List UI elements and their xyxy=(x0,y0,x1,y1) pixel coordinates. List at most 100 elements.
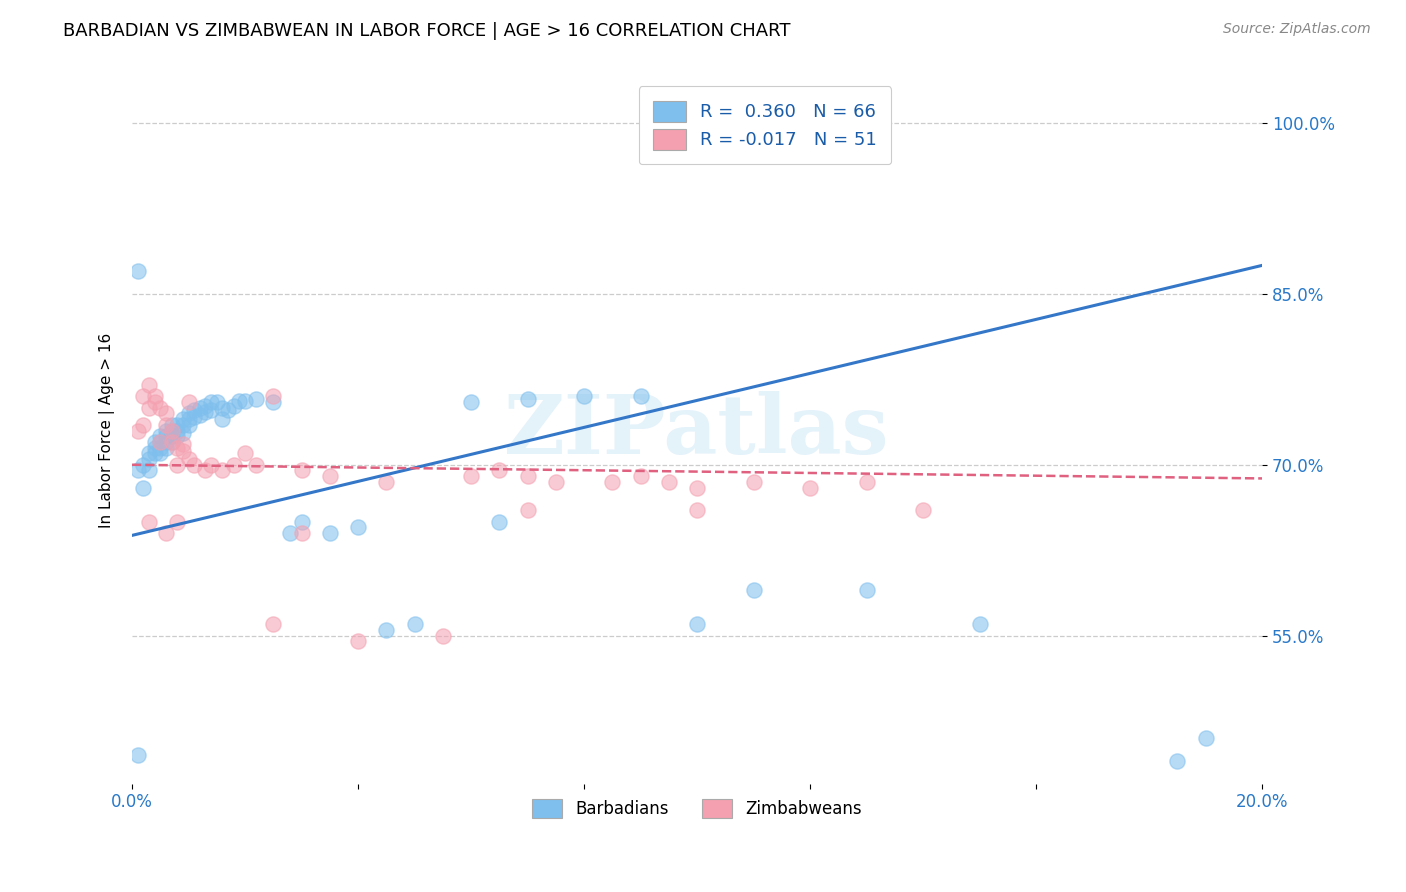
Point xyxy=(127,264,149,278)
Point xyxy=(143,434,166,449)
Point xyxy=(160,434,183,449)
Point xyxy=(278,526,301,541)
Point xyxy=(155,441,177,455)
Point xyxy=(166,429,188,443)
Point xyxy=(194,399,217,413)
Point xyxy=(262,395,284,409)
Point xyxy=(262,617,284,632)
Point xyxy=(177,417,200,432)
Point xyxy=(160,417,183,432)
Point xyxy=(211,412,233,426)
Point xyxy=(138,378,160,392)
Point xyxy=(245,458,267,472)
Text: ZIPatlas: ZIPatlas xyxy=(505,391,890,471)
Point xyxy=(155,417,177,432)
Point xyxy=(127,463,149,477)
Point xyxy=(143,389,166,403)
Point xyxy=(143,441,166,455)
Point xyxy=(245,392,267,406)
Point xyxy=(166,417,188,432)
Point xyxy=(516,503,538,517)
Point xyxy=(290,515,312,529)
Point xyxy=(600,475,623,489)
Point xyxy=(516,392,538,406)
Point xyxy=(132,458,155,472)
Point xyxy=(516,469,538,483)
Point xyxy=(188,401,211,415)
Text: Source: ZipAtlas.com: Source: ZipAtlas.com xyxy=(1223,22,1371,37)
Point xyxy=(143,395,166,409)
Point xyxy=(1194,731,1216,746)
Point xyxy=(488,463,510,477)
Point xyxy=(432,629,454,643)
Point xyxy=(160,429,183,443)
Point xyxy=(172,444,194,458)
Point xyxy=(290,463,312,477)
Y-axis label: In Labor Force | Age > 16: In Labor Force | Age > 16 xyxy=(100,333,115,528)
Point xyxy=(658,475,681,489)
Point xyxy=(855,475,877,489)
Point xyxy=(686,481,709,495)
Point xyxy=(183,458,205,472)
Point xyxy=(132,481,155,495)
Point xyxy=(211,463,233,477)
Point xyxy=(911,503,934,517)
Point xyxy=(200,403,222,417)
Point xyxy=(138,463,160,477)
Point xyxy=(155,424,177,438)
Point xyxy=(149,446,172,460)
Text: BARBADIAN VS ZIMBABWEAN IN LABOR FORCE | AGE > 16 CORRELATION CHART: BARBADIAN VS ZIMBABWEAN IN LABOR FORCE |… xyxy=(63,22,790,40)
Point xyxy=(1166,754,1188,768)
Point xyxy=(200,395,222,409)
Point xyxy=(177,452,200,467)
Point xyxy=(686,503,709,517)
Point xyxy=(138,515,160,529)
Point xyxy=(630,469,652,483)
Point xyxy=(166,515,188,529)
Point xyxy=(194,405,217,419)
Point xyxy=(544,475,567,489)
Point xyxy=(127,424,149,438)
Point xyxy=(233,446,256,460)
Point xyxy=(166,441,188,455)
Point xyxy=(177,412,200,426)
Point xyxy=(375,475,398,489)
Point xyxy=(160,424,183,438)
Point xyxy=(172,417,194,432)
Point xyxy=(799,481,821,495)
Point xyxy=(347,634,370,648)
Point xyxy=(149,434,172,449)
Legend: Barbadians, Zimbabweans: Barbadians, Zimbabweans xyxy=(526,792,869,825)
Point xyxy=(488,515,510,529)
Point xyxy=(460,395,482,409)
Point xyxy=(132,417,155,432)
Point xyxy=(290,526,312,541)
Point xyxy=(217,403,239,417)
Point xyxy=(630,389,652,403)
Point xyxy=(149,401,172,415)
Point xyxy=(347,520,370,534)
Point xyxy=(149,429,172,443)
Point xyxy=(127,748,149,763)
Point xyxy=(160,434,183,449)
Point xyxy=(155,434,177,449)
Point xyxy=(460,469,482,483)
Point xyxy=(855,583,877,598)
Point xyxy=(149,441,172,455)
Point xyxy=(188,408,211,422)
Point xyxy=(138,401,160,415)
Point xyxy=(183,409,205,424)
Point xyxy=(166,458,188,472)
Point xyxy=(172,437,194,451)
Point xyxy=(742,583,765,598)
Point xyxy=(572,389,595,403)
Point xyxy=(155,526,177,541)
Point xyxy=(228,394,250,409)
Point xyxy=(160,424,183,438)
Point xyxy=(138,452,160,467)
Point xyxy=(138,446,160,460)
Point xyxy=(172,412,194,426)
Point xyxy=(686,617,709,632)
Point xyxy=(132,389,155,403)
Point xyxy=(155,429,177,443)
